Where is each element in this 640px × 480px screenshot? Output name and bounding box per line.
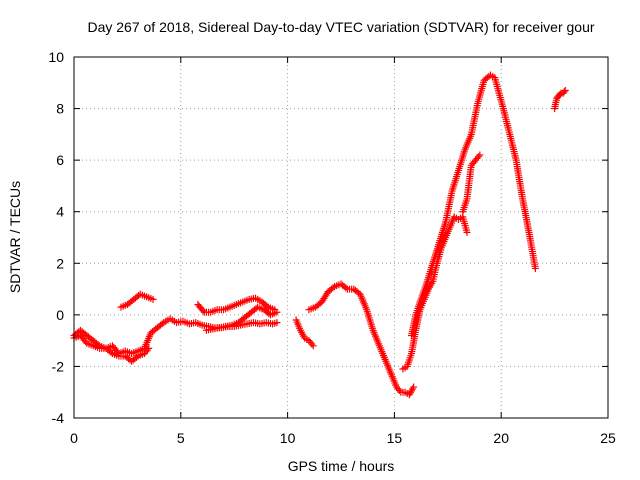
y-tick-label: 10 <box>48 49 64 65</box>
y-tick-labels: -4 -2 0 2 4 6 8 10 <box>48 49 64 426</box>
data-point <box>149 295 157 303</box>
data-point <box>560 88 568 96</box>
data-point <box>329 284 337 292</box>
data-point <box>145 344 153 352</box>
x-tick-label: 15 <box>387 430 403 446</box>
data-point <box>410 383 418 391</box>
data-point <box>308 340 316 348</box>
data-point <box>395 386 403 394</box>
y-tick-label: 4 <box>56 204 64 220</box>
data-point <box>561 87 569 95</box>
data-point <box>107 348 115 356</box>
x-tick-label: 10 <box>280 430 296 446</box>
x-tick-label: 5 <box>177 430 185 446</box>
data-point <box>199 307 207 315</box>
x-tick-label: 25 <box>600 430 616 446</box>
chart-title: Day 267 of 2018, Sidereal Day-to-day VTE… <box>87 19 594 35</box>
y-tick-label: 8 <box>56 101 64 117</box>
y-tick-label: 2 <box>56 255 64 271</box>
x-axis-label: GPS time / hours <box>288 458 395 474</box>
data-point <box>342 284 350 292</box>
y-tick-label: -2 <box>52 358 65 374</box>
data-points <box>70 71 569 399</box>
data-point <box>143 346 151 354</box>
data-point <box>531 264 539 272</box>
data-point <box>263 302 271 310</box>
data-point <box>309 342 317 350</box>
plot-frame <box>73 56 609 419</box>
x-tick-labels: 0 5 10 15 20 25 <box>70 430 616 446</box>
y-tick-label: -4 <box>52 410 65 426</box>
y-tick-label: 6 <box>56 152 64 168</box>
x-tick-label: 20 <box>493 430 509 446</box>
data-point <box>273 319 281 327</box>
data-point <box>556 90 564 98</box>
y-axis-label: SDTVAR / TECUs <box>7 181 23 293</box>
data-point <box>474 153 482 161</box>
data-point <box>132 353 140 361</box>
data-point <box>273 308 281 316</box>
y-tick-label: 0 <box>56 307 64 323</box>
x-tick-label: 0 <box>70 430 78 446</box>
data-point <box>463 228 471 236</box>
data-point <box>158 320 166 328</box>
data-point <box>476 151 484 159</box>
